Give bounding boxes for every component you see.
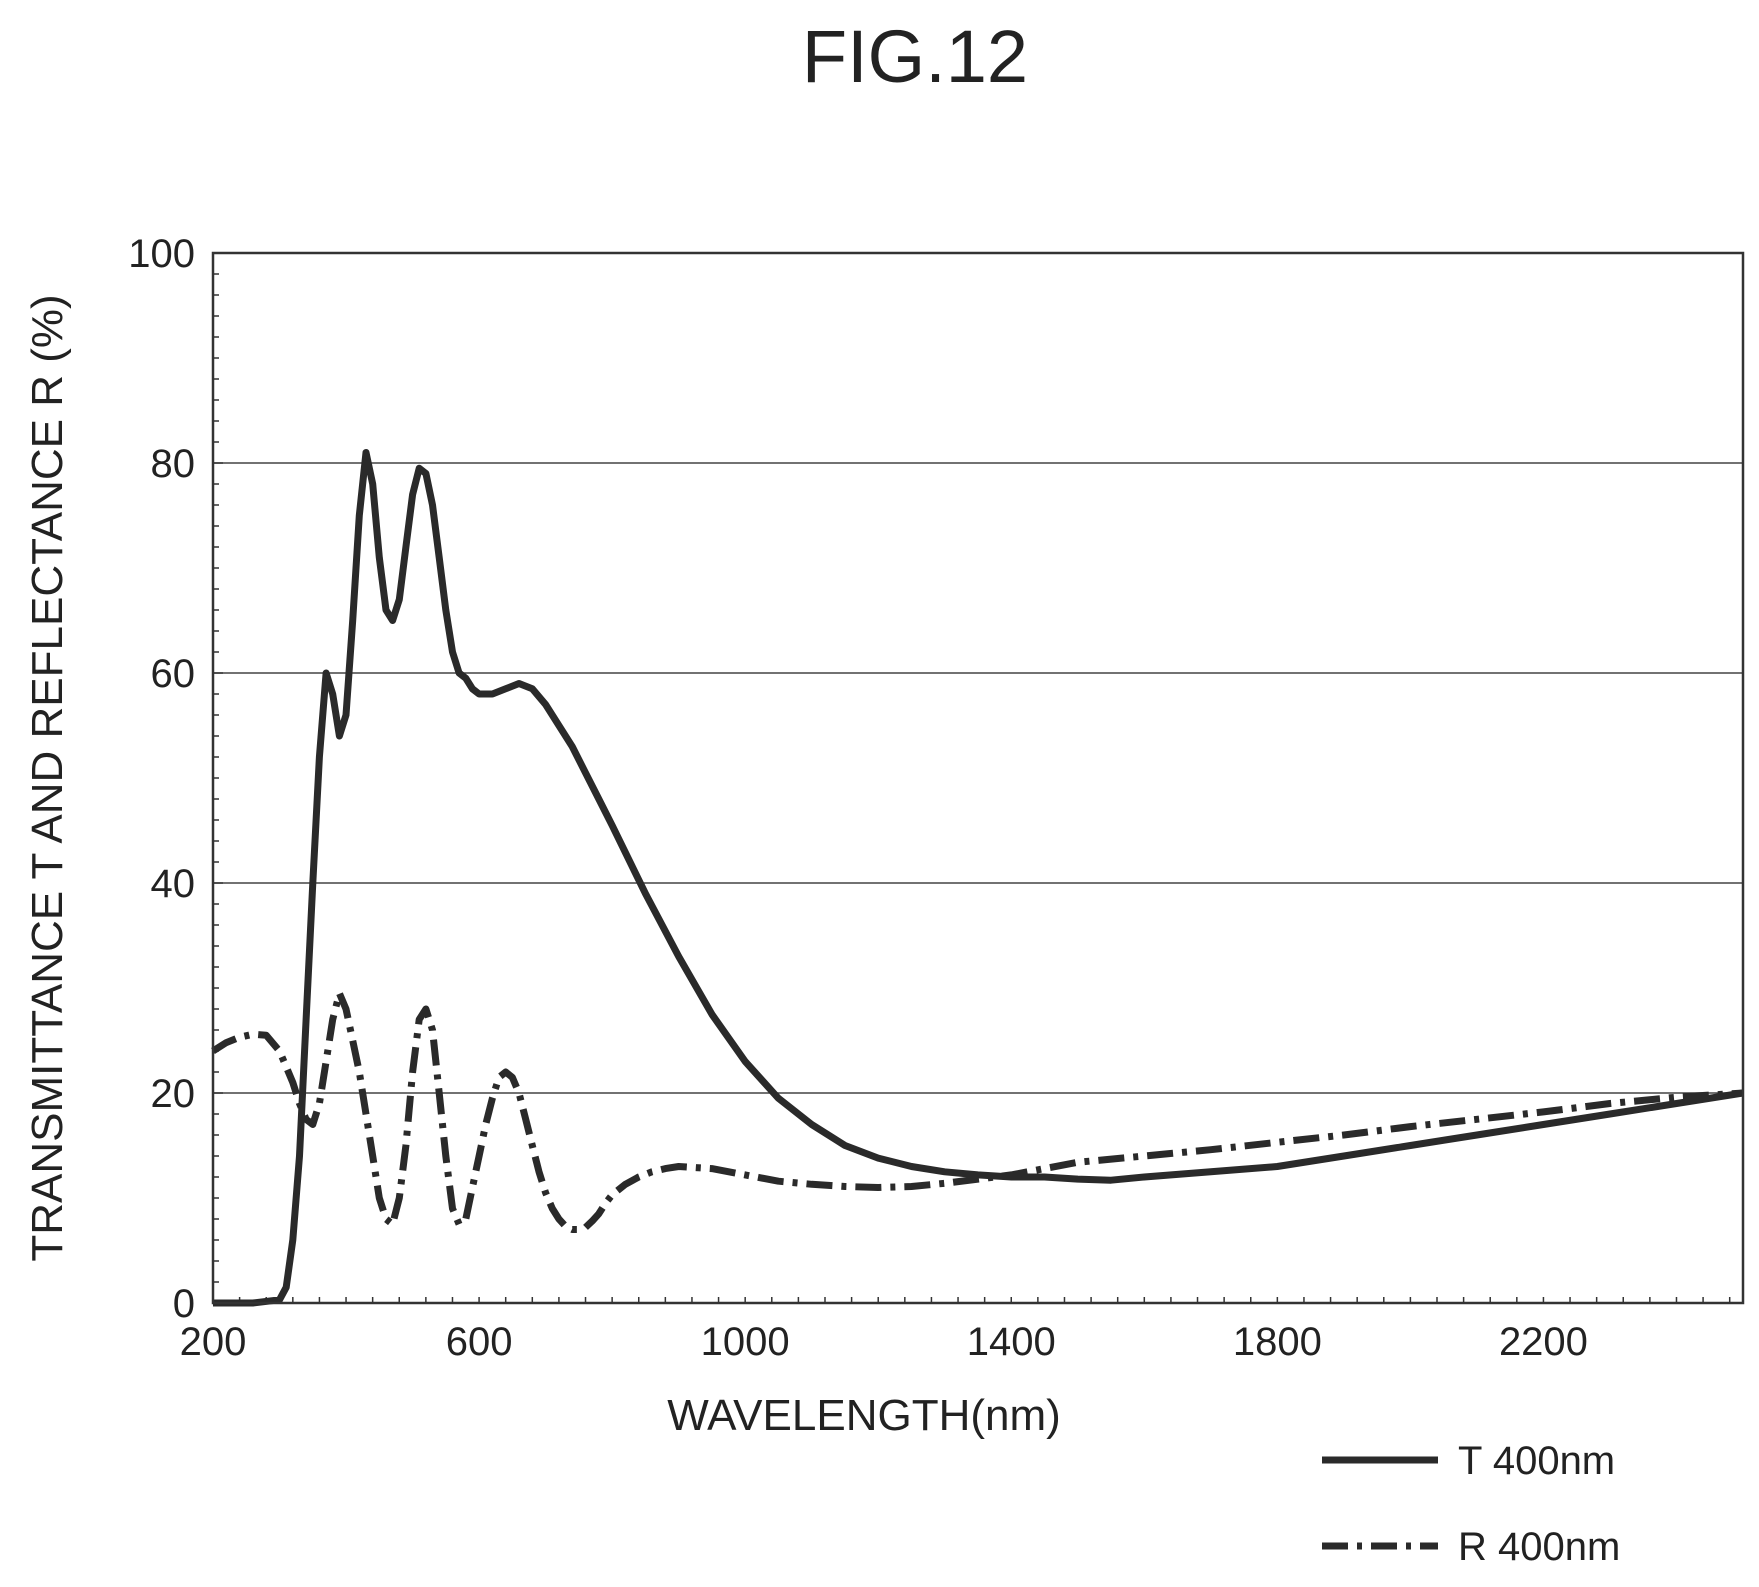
x-tick-labels: 200 600 1000 1400 1800 2200 bbox=[180, 1320, 1588, 1364]
series-lines bbox=[211, 449, 1744, 1307]
legend-label-1: T 400nm bbox=[1458, 1439, 1615, 1483]
legend: T 400nm R 400nm bbox=[1322, 1439, 1620, 1569]
series-line-reflectance bbox=[211, 989, 1744, 1233]
series-line-transmittance bbox=[213, 449, 1744, 1307]
y-tick-label-60: 60 bbox=[151, 652, 196, 696]
y-tick-label-20: 20 bbox=[151, 1072, 196, 1116]
plot-frame bbox=[211, 251, 1745, 1305]
x-tick-label-200: 200 bbox=[180, 1320, 247, 1364]
y-tick-label-80: 80 bbox=[151, 442, 196, 486]
x-tick-label-1800: 1800 bbox=[1233, 1320, 1322, 1364]
y-tick-labels: 0 20 40 60 80 100 bbox=[128, 232, 195, 1326]
y-tick-label-0: 0 bbox=[173, 1282, 195, 1326]
minor-tick-marks bbox=[212, 252, 1731, 1304]
x-tick-label-1400: 1400 bbox=[967, 1320, 1056, 1364]
y-tick-label-40: 40 bbox=[151, 862, 196, 906]
figure-label: FIG.12 bbox=[802, 15, 1028, 98]
x-tick-label-1000: 1000 bbox=[701, 1320, 790, 1364]
gridlines bbox=[213, 462, 1743, 1094]
x-tick-label-600: 600 bbox=[446, 1320, 513, 1364]
x-tick-label-2200: 2200 bbox=[1499, 1320, 1588, 1364]
x-axis-label: WAVELENGTH(nm) bbox=[667, 1391, 1061, 1440]
legend-label-2: R 400nm bbox=[1458, 1525, 1620, 1569]
y-axis-label: TRANSMITTANCE T AND REFLECTANCE R (%) bbox=[23, 294, 72, 1261]
y-tick-label-100: 100 bbox=[128, 232, 195, 276]
